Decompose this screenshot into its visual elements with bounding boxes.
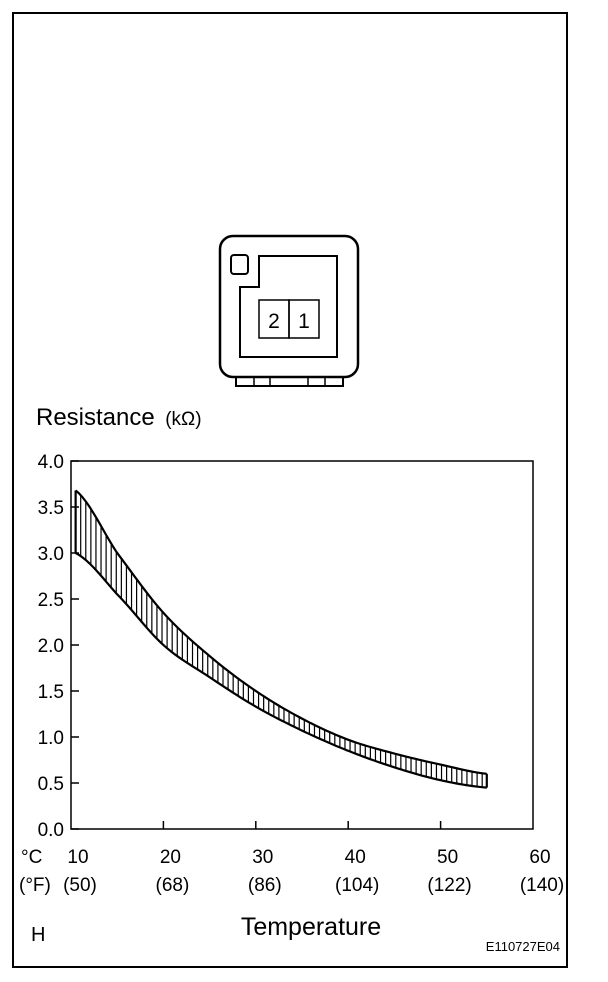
- connector-key: [230, 254, 249, 275]
- y-tick-label: 3.0: [38, 544, 64, 565]
- connector-inner-outline: [239, 255, 338, 358]
- figure-frame: [12, 12, 568, 968]
- y-tick-label: 2.0: [38, 636, 64, 657]
- figure-id: E110727E04: [486, 939, 560, 954]
- y-tick-label: 0.0: [38, 820, 64, 841]
- x-tick-label-celsius: 30: [252, 847, 273, 868]
- x-tick-label-celsius: 10: [67, 847, 88, 868]
- connector-tabs: [235, 376, 344, 387]
- connector-diagram: 2 1: [218, 234, 360, 387]
- x-tick-label-fahrenheit: (122): [427, 875, 471, 896]
- y-tick-label: 2.5: [38, 590, 64, 611]
- x-tick-label-fahrenheit: (50): [63, 875, 97, 896]
- plot-area: 0.0 0.5 1.0 1.5 2.0 2.5 3.0 3.5 4.0 10 (50) 20 (68)…: [38, 452, 565, 896]
- x-tick-label-fahrenheit: (104): [335, 875, 379, 896]
- x-tick-label-celsius: 50: [437, 847, 458, 868]
- y-tick-label: 1.5: [38, 682, 64, 703]
- y-axis-title-text: Resistance: [36, 404, 155, 431]
- pin-label-2: 2: [268, 310, 280, 333]
- pin-cell-1: [288, 299, 320, 339]
- x-tick-label-fahrenheit: (140): [520, 875, 564, 896]
- corner-mark: H: [31, 924, 45, 946]
- x-axis-title: Temperature: [241, 913, 381, 941]
- y-tick-label: 3.5: [38, 498, 64, 519]
- x-unit-fahrenheit: (°F): [19, 875, 51, 896]
- y-tick-label: 0.5: [38, 774, 64, 795]
- resistance-band-hatching: [74, 490, 488, 788]
- x-tick-label-celsius: 20: [160, 847, 181, 868]
- plot-frame: [70, 460, 534, 830]
- resistance-band-lower-curve: [75, 552, 487, 789]
- y-axis-title-unit: (kΩ): [165, 409, 201, 430]
- pin-label-1: 1: [298, 310, 310, 333]
- x-tick-label-fahrenheit: (68): [156, 875, 190, 896]
- x-tick-label-fahrenheit: (86): [248, 875, 282, 896]
- x-tick-label-celsius: 40: [345, 847, 366, 868]
- x-axis-ticks: 10 (50) 20 (68) 30 (86) 40 (104) 50 (122) 60 (140): [63, 821, 564, 896]
- y-axis-title: Resistance (kΩ): [36, 404, 202, 431]
- y-tick-label: 4.0: [38, 452, 64, 473]
- y-tick-label: 1.0: [38, 728, 64, 749]
- x-tick-label-celsius: 60: [529, 847, 550, 868]
- y-axis-ticks: 0.0 0.5 1.0 1.5 2.0 2.5 3.0 3.5 4.0: [38, 452, 79, 841]
- resistance-band-upper-curve: [74, 489, 487, 775]
- x-unit-celsius: °C: [21, 847, 42, 868]
